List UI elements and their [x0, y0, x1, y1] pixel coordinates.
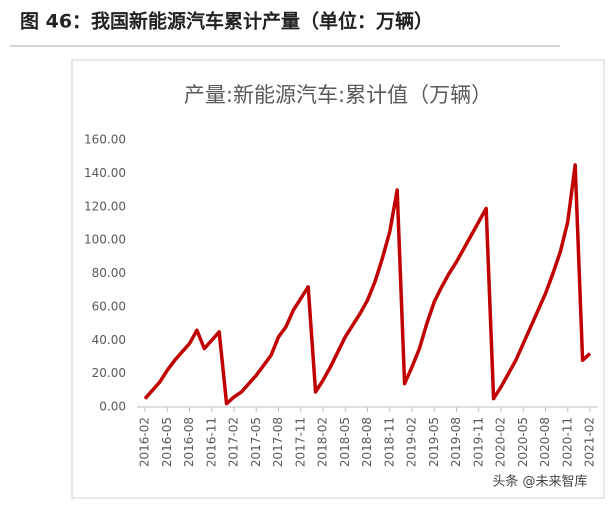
- y-tick-label: 0.00: [99, 400, 126, 414]
- x-tick-label: 2016-02: [138, 417, 152, 467]
- y-tick-label: 20.00: [92, 366, 126, 380]
- y-tick-label: 40.00: [92, 333, 126, 347]
- data-line: [143, 163, 592, 406]
- x-tick-label: 2016-08: [182, 417, 196, 467]
- x-tick-label: 2018-02: [316, 417, 330, 467]
- x-tick-label: 2018-05: [338, 417, 352, 467]
- x-tick-label: 2018-11: [382, 417, 396, 467]
- x-tick-label: 2016-05: [160, 417, 174, 467]
- y-tick-label: 60.00: [92, 299, 126, 313]
- x-tick-label: 2017-08: [271, 417, 285, 467]
- x-tick-label: 2021-02: [583, 417, 597, 467]
- y-tick-label: 120.00: [84, 199, 126, 213]
- x-tick-label: 2017-05: [249, 417, 263, 467]
- x-tick-label: 2020-11: [560, 417, 574, 467]
- x-tick-label: 2016-11: [204, 417, 218, 467]
- figure-heading: 图 46：我国新能源汽车累计产量（单位：万辆）: [20, 10, 433, 33]
- chart-frame: [71, 59, 605, 499]
- x-tick-label: 2019-11: [471, 417, 485, 467]
- x-tick-label: 2018-08: [360, 417, 374, 467]
- x-tick-label: 2019-05: [427, 417, 441, 467]
- x-tick-label: 2019-02: [405, 417, 419, 467]
- chart-title: 产量:新能源汽车:累计值（万辆）: [184, 83, 492, 107]
- y-tick-label: 100.00: [84, 233, 126, 247]
- x-tick-label: 2017-02: [227, 417, 241, 467]
- x-tick-label: 2020-08: [538, 417, 552, 467]
- x-tick-label: 2017-11: [293, 417, 307, 467]
- x-tick-label: 2019-08: [449, 417, 463, 467]
- y-tick-label: 160.00: [84, 133, 126, 147]
- y-tick-label: 140.00: [84, 166, 126, 180]
- x-tick-label: 2020-05: [516, 417, 530, 467]
- y-tick-label: 80.00: [92, 266, 126, 280]
- watermark: 头条 @未来智库: [492, 474, 587, 490]
- x-tick-label: 2020-02: [494, 417, 508, 467]
